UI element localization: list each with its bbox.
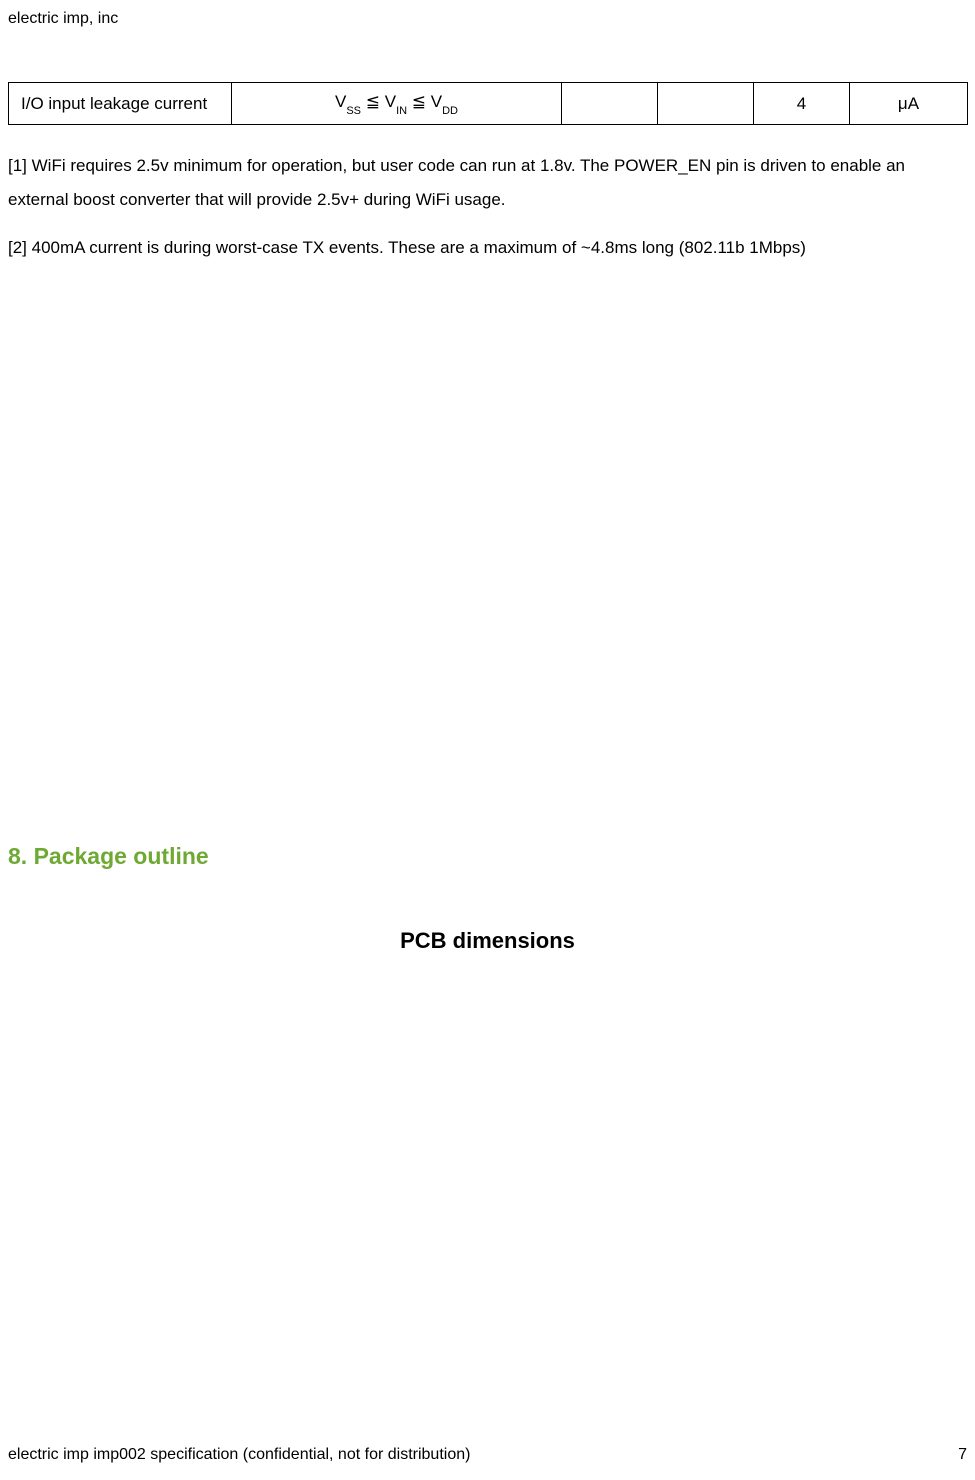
sub-heading: PCB dimensions [0,928,975,954]
condition-cell: VSS ≦ VIN ≦ VDD [232,83,562,125]
page-header: electric imp, inc [8,10,118,28]
page-footer: electric imp imp002 specification (confi… [8,1446,967,1464]
spec-table: I/O input leakage current VSS ≦ VIN ≦ VD… [8,82,968,125]
col4-cell [658,83,754,125]
footnotes: [1] WiFi requires 2.5v minimum for opera… [8,149,967,265]
footnote-2: [2] 400mA current is during worst-case T… [8,231,967,265]
footer-text: electric imp imp002 specification (confi… [8,1446,470,1464]
table-row: I/O input leakage current VSS ≦ VIN ≦ VD… [9,83,968,125]
page-number: 7 [958,1446,967,1464]
col6-cell: μA [850,83,968,125]
section-heading: 8. Package outline [8,843,209,870]
main-content: I/O input leakage current VSS ≦ VIN ≦ VD… [8,82,967,279]
col5-cell: 4 [754,83,850,125]
company-name: electric imp, inc [8,10,118,27]
param-cell: I/O input leakage current [9,83,232,125]
footnote-1: [1] WiFi requires 2.5v minimum for opera… [8,149,967,217]
col3-cell [562,83,658,125]
